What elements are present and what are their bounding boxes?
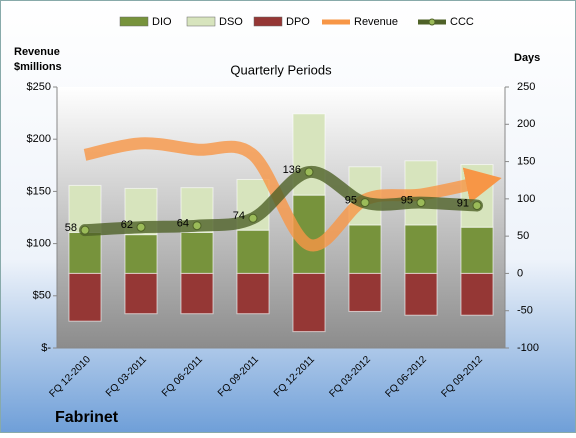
bar	[348, 272, 382, 312]
data-label: 62	[121, 219, 133, 231]
point	[304, 167, 314, 177]
legend-swatch	[428, 18, 436, 26]
legend-swatch	[253, 16, 283, 27]
data-label: 91	[457, 197, 469, 209]
point	[416, 198, 426, 208]
data-label: 95	[401, 194, 413, 206]
data-label: 58	[65, 222, 77, 234]
y-tick-label: $200	[27, 133, 51, 145]
line	[79, 166, 483, 237]
chart-title: Quarterly Periods	[230, 62, 332, 77]
bar	[180, 231, 214, 274]
bar	[180, 272, 214, 315]
bar	[292, 272, 326, 333]
y2-tick-label: -50	[517, 305, 533, 317]
point	[472, 201, 482, 211]
bar	[404, 224, 438, 274]
bar	[404, 272, 438, 316]
data-label: 64	[177, 218, 189, 230]
y-tick-label: $250	[27, 81, 51, 93]
plot-area	[57, 87, 505, 348]
y2-axis-title: Days	[514, 52, 540, 64]
line	[83, 137, 502, 252]
bar	[292, 113, 326, 196]
bar	[124, 234, 158, 274]
point	[360, 198, 370, 208]
legend-label: DSO	[219, 16, 243, 28]
bar	[68, 272, 102, 322]
bar	[460, 272, 494, 316]
y2-tick-label: 150	[517, 155, 535, 167]
data-label: 136	[283, 164, 301, 176]
data-label: 74	[233, 210, 245, 222]
y2-tick-label: 250	[517, 81, 535, 93]
y2-tick-label: 100	[517, 193, 535, 205]
point	[136, 222, 146, 232]
bar	[460, 164, 494, 228]
point	[192, 221, 202, 231]
legend-label: Revenue	[354, 16, 398, 28]
y-tick-label: $150	[27, 185, 51, 197]
y-axis-title: Revenue $millions	[14, 46, 62, 73]
y-tick-label: $100	[27, 238, 51, 250]
bar	[68, 231, 102, 274]
y2-tick-label: 200	[517, 118, 535, 130]
bar	[460, 226, 494, 274]
y-tick-label: $50	[33, 290, 51, 302]
point	[80, 225, 90, 235]
legend-label: DPO	[286, 16, 310, 28]
bar	[348, 224, 382, 274]
footer: Fabrinet	[55, 409, 119, 426]
legend-label: CCC	[450, 16, 474, 28]
y-tick-label: $-	[41, 342, 51, 354]
bar	[124, 272, 158, 315]
legend-label: DIO	[152, 16, 172, 28]
bar	[236, 272, 270, 315]
legend-swatch	[119, 16, 149, 27]
y2-tick-label: 50	[517, 230, 529, 242]
data-label: 95	[345, 194, 357, 206]
bar	[236, 229, 270, 274]
y2-tick-label: -100	[517, 342, 539, 354]
legend-swatch	[186, 16, 216, 27]
y2-tick-label: 0	[517, 267, 523, 279]
point	[248, 213, 258, 223]
legend: DIO DSO DPO Revenue CCC	[119, 16, 474, 28]
